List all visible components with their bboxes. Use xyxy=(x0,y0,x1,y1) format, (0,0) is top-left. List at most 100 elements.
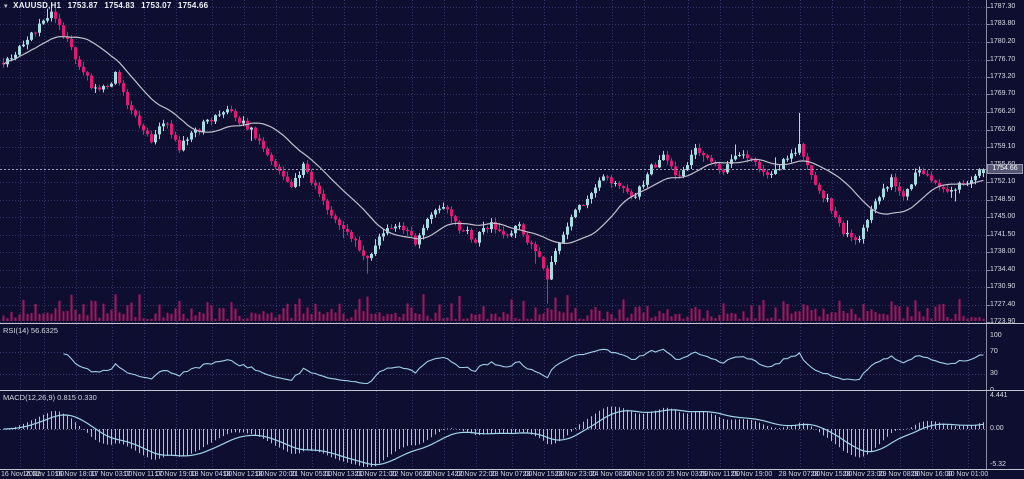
volume-bar xyxy=(170,313,173,321)
candle-body xyxy=(570,217,573,227)
candle-body xyxy=(610,177,613,184)
candle-body xyxy=(186,139,189,141)
volume-bar xyxy=(662,313,665,321)
volume-bar xyxy=(706,310,709,321)
volume-bar xyxy=(430,318,433,321)
volume-bar xyxy=(826,314,829,321)
volume-bar xyxy=(166,312,169,321)
time-axis-label: 28 Nov 15:00 xyxy=(810,471,853,478)
candle-body xyxy=(22,44,25,47)
candle-body xyxy=(718,164,721,171)
volume-bar xyxy=(702,318,705,321)
volume-bar xyxy=(350,317,353,321)
volume-bar xyxy=(970,316,973,321)
candle-body xyxy=(270,154,273,162)
candle-body xyxy=(734,155,737,160)
macd-canvas[interactable] xyxy=(0,391,1024,469)
price-chart-canvas[interactable] xyxy=(0,0,1024,323)
volume-bar xyxy=(222,308,225,321)
volume-bar xyxy=(202,313,205,321)
price-axis-label: 1773.20 xyxy=(990,73,1016,81)
candle-body xyxy=(342,225,345,229)
candle-body xyxy=(686,165,689,171)
candle-body xyxy=(246,120,249,130)
volume-bar xyxy=(574,307,577,321)
volume-bar xyxy=(914,300,917,321)
rsi-canvas[interactable] xyxy=(0,324,1024,390)
volume-bar xyxy=(694,306,697,321)
candle-body xyxy=(298,175,301,178)
macd-scale-label: -5.32 xyxy=(990,461,1006,468)
volume-bar xyxy=(766,318,769,321)
candle-body xyxy=(122,83,125,92)
volume-bar xyxy=(918,311,921,321)
price-chart-panel: ▾ XAUUSD,H1 1753.87 1754.83 1753.07 1754… xyxy=(0,0,1024,325)
candle-body xyxy=(394,226,397,229)
volume-bar xyxy=(522,300,525,321)
candle-body xyxy=(930,175,933,181)
candle-body xyxy=(650,164,653,175)
candle-body xyxy=(710,157,713,163)
volume-bar xyxy=(310,313,313,321)
volume-bar xyxy=(338,303,341,321)
candle-body xyxy=(18,46,21,55)
candle-body xyxy=(962,182,965,185)
volume-bar xyxy=(698,309,701,321)
volume-bar xyxy=(78,313,81,321)
rsi-indicator-panel: RSI(14) 56.6325 100 70 30 0 xyxy=(0,324,1024,394)
candle-body xyxy=(974,175,977,181)
volume-bar xyxy=(146,318,149,321)
volume-bar xyxy=(198,312,201,321)
volume-bar xyxy=(470,313,473,321)
candle-body xyxy=(746,154,749,159)
candle-body xyxy=(434,210,437,215)
candle-body xyxy=(302,163,305,176)
volume-bar xyxy=(346,318,349,321)
candle-body xyxy=(562,234,565,243)
candle-body xyxy=(490,222,493,230)
volume-bar xyxy=(326,312,329,321)
candle-body xyxy=(362,250,365,256)
volume-bar xyxy=(58,300,61,321)
candle-body xyxy=(842,223,845,235)
candle-body xyxy=(494,222,497,230)
candle-body xyxy=(66,37,69,39)
volume-bar xyxy=(498,316,501,321)
time-axis-label: 28 Nov 07:00 xyxy=(778,471,821,478)
candle-body xyxy=(706,155,709,158)
candle-body xyxy=(450,209,453,217)
candle-body xyxy=(830,198,833,211)
time-axis-label: 25 Nov 11:00 xyxy=(698,471,741,478)
volume-bar xyxy=(874,311,877,321)
candle-body xyxy=(10,58,13,60)
candle-body xyxy=(38,23,41,33)
candle-body xyxy=(238,117,241,124)
volume-bar xyxy=(86,315,89,321)
candle-body xyxy=(554,250,557,263)
candle-body xyxy=(942,186,945,190)
volume-bar xyxy=(14,317,17,321)
candle-body xyxy=(418,235,421,245)
volume-bar xyxy=(730,312,733,321)
volume-bar xyxy=(50,313,53,321)
time-axis[interactable]: 16 Nov 2022 16 Nov 10:00 16 Nov 18:00 17 No… xyxy=(0,470,1024,479)
volume-bar xyxy=(778,318,781,321)
candle-body xyxy=(606,176,609,178)
volume-bar xyxy=(266,313,269,321)
candle-body xyxy=(638,186,641,197)
volume-bar xyxy=(658,310,661,321)
candle-body xyxy=(306,163,309,173)
rsi-label: RSI(14) 56.6325 xyxy=(3,326,59,335)
volume-bar xyxy=(150,318,153,321)
candle-body xyxy=(234,111,237,118)
time-axis-label: 29 Nov 16:00 xyxy=(910,471,953,478)
volume-bar xyxy=(962,315,965,321)
candle-body xyxy=(326,200,329,210)
candle-body xyxy=(14,54,17,59)
time-axis-label: 21 Nov 13:00 xyxy=(322,471,365,478)
candle-body xyxy=(438,208,441,211)
volume-bar xyxy=(618,309,621,321)
candle-body xyxy=(626,188,629,192)
volume-bar xyxy=(810,310,813,321)
macd-scale-label: 4.441 xyxy=(990,392,1008,399)
